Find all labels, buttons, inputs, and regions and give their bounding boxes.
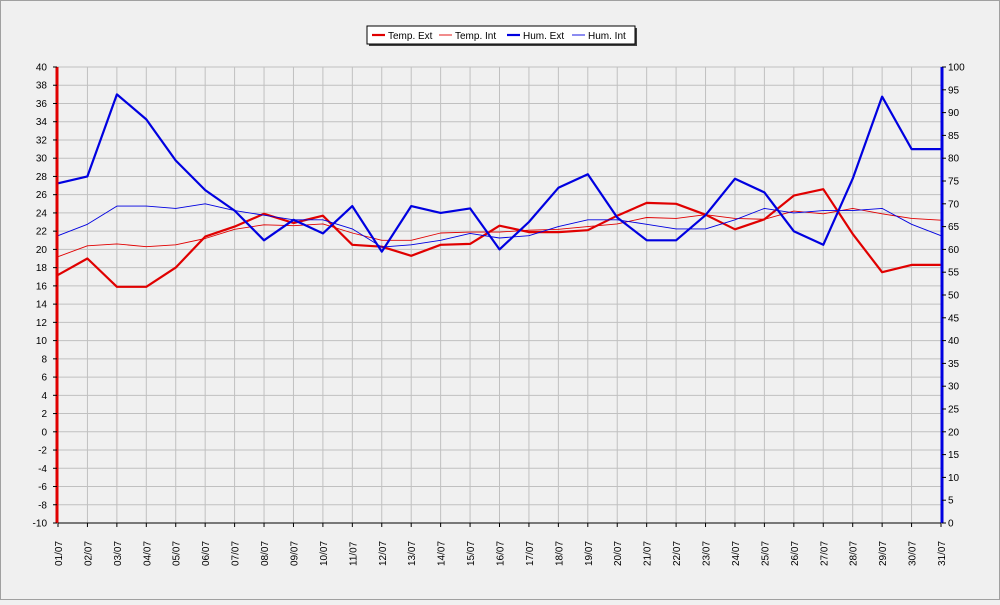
x-tick-label: 09/07 [289,541,300,566]
x-tick-label: 20/07 [613,541,624,566]
y-left-tick-label: 36 [36,99,48,110]
y-right-tick-label: 90 [948,108,960,119]
x-tick-label: 06/07 [201,541,212,566]
y-left-tick-label: 0 [41,427,47,438]
x-tick-label: 19/07 [584,541,595,566]
series-line-temp-ext [57,188,941,288]
grid [57,66,942,524]
y-left-tick-label: 2 [41,409,47,420]
y-left-tick-label: 16 [36,281,48,292]
y-left-tick-label: 4 [41,391,47,402]
x-tick-label: 24/07 [731,541,742,566]
x-tick-label: 13/07 [407,541,418,566]
y-right-tick-label: 20 [948,427,960,438]
x-tick-label: 16/07 [496,541,507,566]
x-tick-label: 15/07 [466,541,477,566]
x-tick-label: 26/07 [790,541,801,566]
legend-label: Temp. Int [455,31,496,42]
y-right-tick-label: 15 [948,450,960,461]
x-tick-label: 22/07 [672,541,683,566]
y-right-tick-label: 35 [948,359,960,370]
y-right-tick-label: 45 [948,313,960,324]
x-tick-label: 10/07 [319,541,330,566]
legend: Temp. Ext Temp. Int Hum. Ext Hum. Int [366,25,637,46]
y-left-tick-label: 6 [41,373,47,384]
y-left-tick-label: 40 [36,63,48,74]
x-tick-label: 11/07 [348,541,359,566]
y-right-tick-label: 50 [948,291,960,302]
y-left-tick-label: -6 [38,482,47,493]
x-tick-label: 07/07 [231,541,242,566]
x-tick-label: 23/07 [702,541,713,566]
y-left-tick-label: 22 [36,227,48,238]
y-right-tick-label: 75 [948,177,960,188]
legend-label: Temp. Ext [388,31,433,42]
y-left-tick-label: 14 [36,300,48,311]
y-left-tick-label: 24 [36,208,48,219]
legend-label: Hum. Int [588,31,626,42]
series-line-temp-int [57,207,942,258]
y-right-tick-label: 80 [948,154,960,165]
y-right-tick-label: 0 [948,519,954,530]
y-right-tick-label: 85 [948,131,960,142]
x-tick-label: 04/07 [142,541,153,566]
series-line-hum-int [57,203,942,248]
x-tick-label: 27/07 [819,541,830,566]
y-left-tick-label: -2 [38,446,47,457]
x-tick-label: 31/07 [937,541,948,566]
y-left-tick-label: 18 [36,263,48,274]
y-left-tick-label: 26 [36,190,48,201]
y-left-tick-label: -8 [38,500,47,511]
x-tick-label: 29/07 [878,541,889,566]
y-left-tick-label: 12 [36,318,48,329]
y-right-tick-label: 100 [948,63,965,74]
y-left-tick-label: 30 [36,154,48,165]
x-tick-label: 02/07 [83,541,94,566]
y-left-tick-label: 8 [41,354,47,365]
y-right-tick-label: 70 [948,199,960,210]
y-left-tick-label: 38 [36,81,48,92]
y-right-tick-label: 30 [948,382,960,393]
x-tick-label: 08/07 [260,541,271,566]
series-line-hum-ext [57,93,941,253]
x-tick-label: 01/07 [54,541,65,566]
x-tick-label: 17/07 [525,541,536,566]
y-left-tick-label: 10 [36,336,48,347]
x-tick-label: 21/07 [643,541,654,566]
x-tick-label: 12/07 [378,541,389,566]
y-left-tick-label: -4 [38,464,47,475]
x-tick-label: 03/07 [113,541,124,566]
y-right-tick-label: 55 [948,268,960,279]
y-right-tick-label: 95 [948,85,960,96]
x-tick-label: 25/07 [760,541,771,566]
y-left-tick-label: 28 [36,172,48,183]
y-right-tick-label: 25 [948,405,960,416]
y-right-tick-label: 40 [948,336,960,347]
y-left-tick-label: -10 [33,519,48,530]
y-right-tick-label: 60 [948,245,960,256]
y-right-tick-label: 65 [948,222,960,233]
legend-box [366,25,636,45]
y-right-tick-label: 10 [948,473,960,484]
x-tick-label: 14/07 [437,541,448,566]
x-tick-label: 28/07 [849,541,860,566]
x-tick-label: 30/07 [908,541,919,566]
y-right-tick-label: 5 [948,496,954,507]
y-left-tick-label: 34 [36,117,48,128]
y-left-tick-label: 20 [36,245,48,256]
legend-label: Hum. Ext [523,31,564,42]
x-tick-label: 18/07 [554,541,565,566]
y-left-tick-label: 32 [36,135,48,146]
x-tick-label: 05/07 [172,541,183,566]
